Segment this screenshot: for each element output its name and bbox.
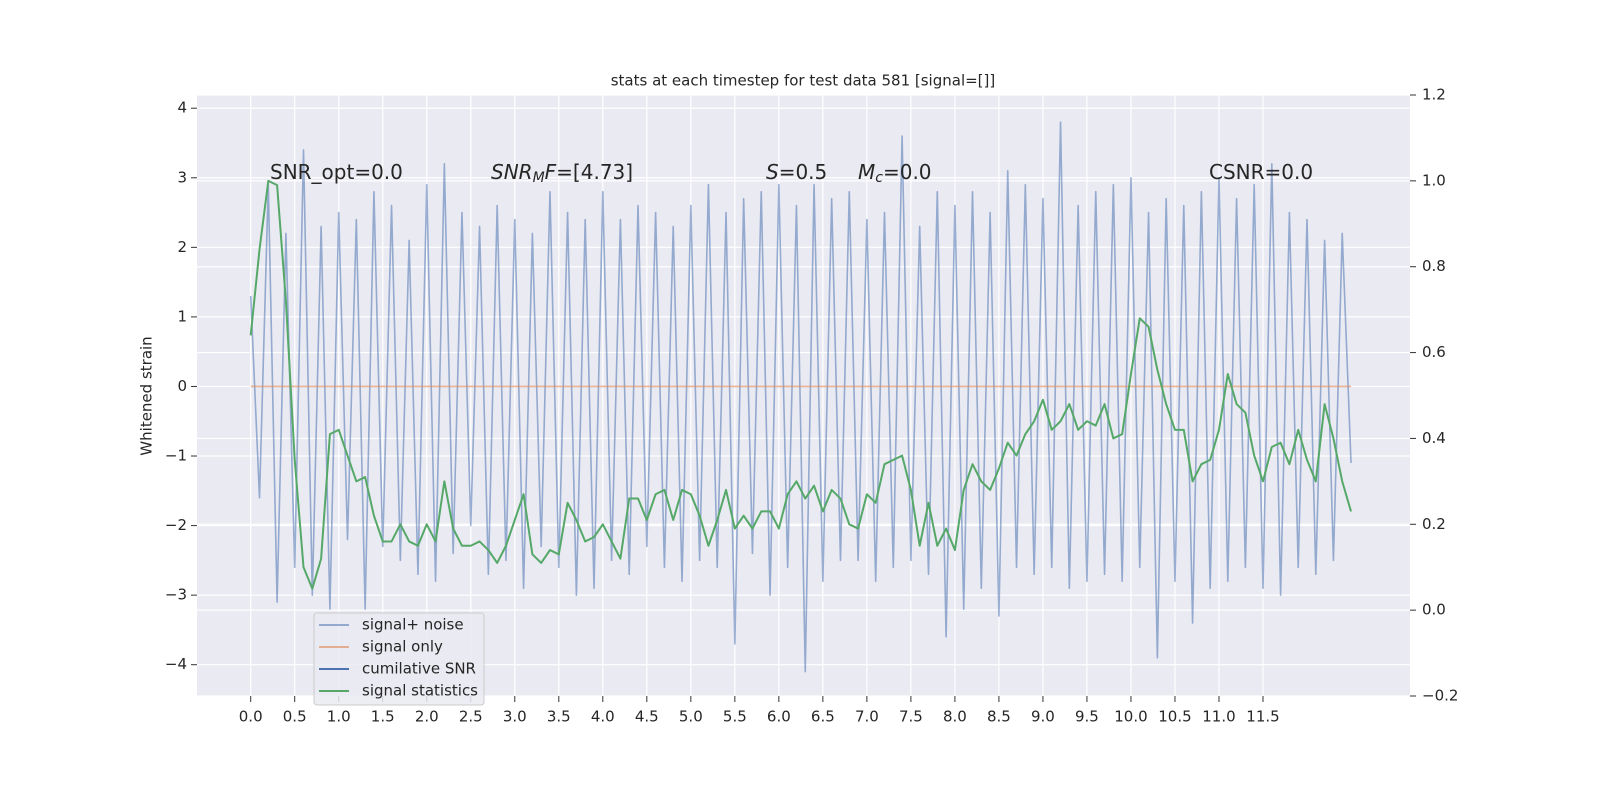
x-tick-label: 2.0 — [415, 708, 439, 726]
x-tick-label: 9.0 — [1031, 708, 1055, 726]
legend: signal+ noise signal only cumilative SNR si… — [313, 612, 485, 706]
x-tick-label: 10.5 — [1158, 708, 1191, 726]
legend-box — [313, 612, 485, 706]
x-tick-label: 4.0 — [591, 708, 615, 726]
legend-label: signal statistics — [362, 682, 478, 700]
y-tick-label: −2 — [165, 516, 187, 534]
x-tick-label: 3.0 — [503, 708, 527, 726]
annotation: CSNR=0.0 — [1209, 160, 1313, 184]
annotation-part: M — [533, 170, 545, 186]
legend-label: signal only — [362, 638, 443, 656]
y-tick-label: 2 — [177, 238, 187, 256]
y-tick-label: 0 — [177, 377, 187, 395]
x-tick-label: 1.5 — [371, 708, 395, 726]
x-tick-label: 5.0 — [679, 708, 703, 726]
y2-tick-label: −0.2 — [1422, 687, 1458, 705]
annotation-part: =0.0 — [883, 160, 932, 184]
x-tick-label: 2.5 — [459, 708, 483, 726]
y-tick-label: 1 — [177, 307, 187, 325]
y2-tick-label: 1.2 — [1422, 86, 1446, 104]
y2-tick-label: 0.8 — [1422, 257, 1446, 275]
y2-tick-label: 0.2 — [1422, 515, 1446, 533]
y2-tick-label: 0.6 — [1422, 343, 1446, 361]
annotation-part: SNR — [491, 160, 533, 184]
annotation-part: SNR_opt=0.0 — [270, 160, 403, 184]
y-axis-label: Whitened strain — [138, 336, 156, 455]
y-tick-label: −4 — [165, 655, 187, 673]
x-tick-label: 3.5 — [547, 708, 571, 726]
x-tick-label: 0.0 — [239, 708, 263, 726]
x-tick-label: 7.5 — [899, 708, 923, 726]
annotation: Mc=0.0 — [858, 160, 932, 187]
x-tick-label: 1.0 — [327, 708, 351, 726]
marks — [249, 121, 1352, 673]
x-tick-label: 6.0 — [767, 708, 791, 726]
y-tick-label: 3 — [177, 168, 187, 186]
y-tick-label: 4 — [177, 99, 187, 117]
annotation-part: =0.5 — [779, 160, 828, 184]
x-tick-label: 7.0 — [855, 708, 879, 726]
y2-tick-label: 0.4 — [1422, 429, 1446, 447]
x-tick-label: 4.5 — [635, 708, 659, 726]
annotation-part: CSNR=0.0 — [1209, 160, 1313, 184]
series-line — [249, 121, 1352, 673]
x-tick-label: 8.5 — [987, 708, 1011, 726]
annotation-part: F — [545, 160, 557, 184]
series-line — [249, 179, 1352, 590]
x-tick-label: 6.5 — [811, 708, 835, 726]
y-tick-label: −3 — [165, 586, 187, 604]
annotation-part: S — [766, 160, 779, 184]
axes: 0.0 0.5 1.0 1.5 2.0 2.5 3.0 3.5 4.0 4.5 5.0 5.5 6.0 6… — [165, 86, 1459, 726]
annotation-part: c — [875, 170, 883, 186]
annotation: SNR_opt=0.0 — [270, 160, 403, 184]
y2-tick-label: 1.0 — [1422, 171, 1446, 189]
x-tick-label: 5.5 — [723, 708, 747, 726]
y-tick-label: −1 — [165, 447, 187, 465]
x-tick-label: 11.5 — [1246, 708, 1279, 726]
annotation: SNRMF=[4.73] — [491, 160, 633, 187]
annotation-part: =[4.73] — [556, 160, 633, 184]
x-tick-label: 10.0 — [1114, 708, 1147, 726]
y2-tick-label: 0.0 — [1422, 601, 1446, 619]
x-tick-label: 8.0 — [943, 708, 967, 726]
x-tick-label: 9.5 — [1075, 708, 1099, 726]
x-tick-label: 11.0 — [1202, 708, 1235, 726]
legend-label: signal+ noise — [362, 616, 464, 634]
chart-title: stats at each timestep for test data 581… — [611, 72, 996, 90]
annotation-part: M — [858, 160, 875, 184]
annotation: S=0.5 — [766, 160, 827, 184]
legend-label: cumilative SNR — [362, 660, 476, 678]
x-tick-label: 0.5 — [283, 708, 307, 726]
